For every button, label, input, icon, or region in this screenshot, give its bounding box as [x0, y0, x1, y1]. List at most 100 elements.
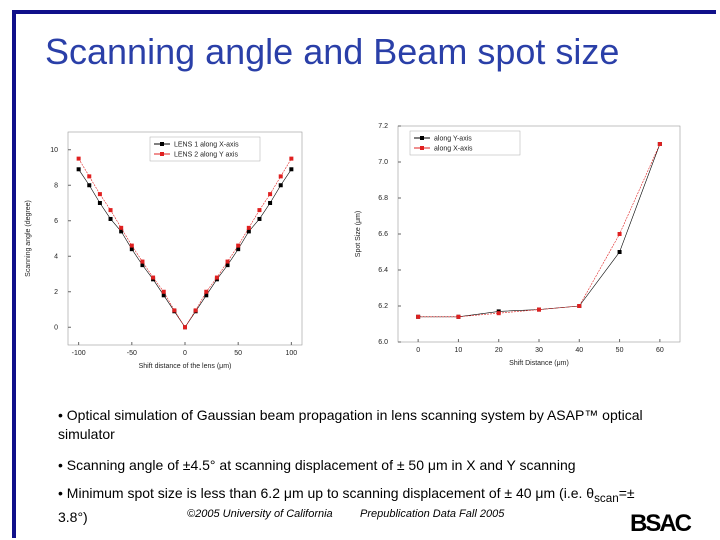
point: [204, 293, 209, 298]
x-tick-label: 0: [183, 350, 187, 357]
point: [225, 259, 230, 264]
frame: [12, 10, 716, 538]
point: [416, 314, 421, 319]
y-tick-label: 7.0: [378, 159, 388, 166]
x-tick-label: 50: [616, 347, 624, 354]
point: [225, 263, 230, 268]
point: [108, 208, 113, 213]
point: [268, 201, 273, 205]
y-tick-label: 6.4: [378, 267, 388, 274]
point: [108, 216, 113, 221]
legend-marker: [160, 142, 164, 146]
point: [193, 308, 198, 313]
legend-label: along X-axis: [434, 146, 473, 153]
point: [278, 183, 283, 188]
point: [204, 289, 209, 294]
point: [76, 167, 81, 172]
point: [140, 259, 145, 264]
point: [172, 308, 177, 313]
point: [129, 243, 134, 248]
legend-box: [409, 130, 521, 156]
plot-area: [67, 131, 303, 346]
point: [76, 156, 81, 161]
legend-marker: [420, 146, 424, 150]
point: [161, 289, 166, 294]
copyright: ©2005 University of California: [187, 508, 333, 520]
point: [87, 174, 92, 179]
point: [246, 229, 251, 234]
point: [119, 229, 124, 234]
x-tick-label: 50: [234, 350, 242, 357]
bullet: • Optical simulation of Gaussian beam pr…: [58, 407, 643, 442]
point: [140, 263, 145, 268]
point: [289, 167, 294, 172]
y-tick-label: 6: [54, 218, 58, 225]
point: [246, 225, 251, 230]
footer-note: Prepublication Data Fall 2005: [360, 508, 505, 520]
point: [183, 325, 187, 330]
bullet: • Minimum spot size is less than 6.2 μm …: [58, 484, 658, 527]
series-line: [418, 143, 661, 318]
x-tick-label: 100: [286, 350, 298, 357]
point: [257, 216, 262, 221]
point: [161, 293, 166, 298]
point: [657, 142, 662, 146]
y-tick-label: 6.6: [378, 231, 388, 238]
x-axis-label: Shift distance of the lens (μm): [139, 363, 232, 370]
point: [577, 304, 582, 308]
point: [151, 275, 156, 280]
y-tick-label: 8: [54, 182, 58, 189]
point: [289, 156, 294, 161]
series-line: [418, 143, 661, 318]
x-axis-label: Shift Distance (μm): [509, 360, 569, 367]
legend-marker: [160, 152, 164, 156]
x-tick-label: -50: [127, 350, 137, 357]
y-tick-label: 10: [50, 147, 58, 154]
point: [496, 311, 501, 316]
bullet: • Scanning angle of ±4.5° at scanning di…: [58, 457, 576, 473]
y-tick-label: 4: [54, 253, 58, 260]
point: [87, 183, 92, 188]
point: [617, 232, 622, 236]
y-axis-label: Scanning angle (degree): [25, 200, 32, 277]
y-axis-label: Spot Size (μm): [355, 211, 362, 257]
point: [537, 307, 541, 312]
legend-box: [149, 136, 261, 162]
series-line: [78, 158, 292, 328]
legend-label: LENS 1 along X-axis: [174, 142, 239, 149]
bullet-text: • Minimum spot size is less than 6.2 μm …: [58, 485, 595, 501]
point: [129, 247, 134, 252]
x-tick-label: 40: [575, 347, 583, 354]
slide-title: Scanning angle and Beam spot size: [45, 31, 620, 72]
logo: BSAC: [630, 510, 692, 537]
point: [236, 247, 241, 252]
legend-label: LENS 2 along Y axis: [174, 152, 238, 159]
x-tick-label: -100: [72, 350, 86, 357]
point: [97, 201, 102, 205]
point: [456, 314, 461, 319]
subscript: scan: [594, 491, 619, 505]
legend-label: along Y-axis: [434, 136, 472, 143]
series-line: [78, 169, 292, 328]
y-tick-label: 6.8: [378, 195, 388, 202]
point: [268, 192, 273, 197]
point: [236, 243, 241, 248]
point: [97, 192, 102, 197]
legend-marker: [420, 136, 424, 140]
point: [257, 208, 262, 213]
x-tick-label: 30: [535, 347, 543, 354]
point: [214, 275, 219, 280]
point: [617, 250, 622, 254]
y-tick-label: 6.2: [378, 303, 388, 310]
x-tick-label: 20: [495, 347, 503, 354]
y-tick-label: 0: [54, 324, 58, 331]
x-tick-label: 0: [416, 347, 420, 354]
x-tick-label: 60: [656, 347, 664, 354]
x-tick-label: 10: [455, 347, 463, 354]
point: [278, 174, 283, 179]
y-tick-label: 6.0: [378, 339, 388, 346]
y-tick-label: 7.2: [378, 123, 388, 130]
point: [119, 225, 124, 230]
